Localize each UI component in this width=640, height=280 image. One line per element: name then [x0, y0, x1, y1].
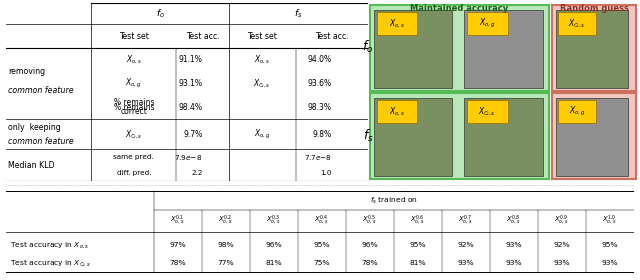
Text: 92%: 92% [554, 242, 570, 248]
FancyBboxPatch shape [370, 4, 549, 91]
Text: removing: removing [8, 67, 45, 76]
FancyBboxPatch shape [467, 12, 508, 35]
Text: 95%: 95% [602, 242, 618, 248]
Text: 9.7%: 9.7% [183, 130, 203, 139]
Text: Test accuracy in $X_{\varnothing,s}$: Test accuracy in $X_{\varnothing,s}$ [10, 258, 90, 268]
FancyBboxPatch shape [370, 93, 549, 179]
Text: $7.9e{-}8$: $7.9e{-}8$ [174, 153, 203, 162]
Text: 81%: 81% [266, 260, 282, 266]
Text: Test accuracy in $X_{o,s}$: Test accuracy in $X_{o,s}$ [10, 240, 89, 250]
Text: only  keeping: only keeping [8, 123, 61, 132]
Text: 95%: 95% [410, 242, 426, 248]
Text: $f_s$: $f_s$ [363, 128, 373, 144]
Text: 1.0: 1.0 [321, 170, 332, 176]
Text: 98.3%: 98.3% [308, 103, 332, 112]
FancyBboxPatch shape [552, 93, 636, 179]
Text: 81%: 81% [410, 260, 426, 266]
Text: $X_{\varnothing,s}$: $X_{\varnothing,s}$ [568, 17, 586, 30]
Text: $X_{\varnothing,s}$: $X_{\varnothing,s}$ [125, 128, 143, 141]
Text: $X_{o,s}^{0.4}$: $X_{o,s}^{0.4}$ [314, 214, 329, 227]
Text: 98%: 98% [218, 242, 234, 248]
Text: common feature: common feature [8, 137, 74, 146]
Text: 96%: 96% [362, 242, 378, 248]
Text: 93.1%: 93.1% [179, 79, 203, 88]
Text: $X_{\varnothing,s}$: $X_{\varnothing,s}$ [479, 105, 496, 118]
Text: Median KLD: Median KLD [8, 160, 55, 170]
Text: $X_{o,s}$: $X_{o,s}$ [254, 54, 270, 66]
Text: % remains: % remains [114, 99, 154, 108]
Text: $X_{o,g}$: $X_{o,g}$ [254, 128, 271, 141]
Text: $f_o$: $f_o$ [362, 39, 374, 55]
Text: 9.8%: 9.8% [313, 130, 332, 139]
FancyBboxPatch shape [376, 100, 417, 123]
Text: % remains: % remains [114, 103, 154, 112]
Text: 93%: 93% [506, 260, 522, 266]
Bar [464, 10, 543, 88]
Text: 2.2: 2.2 [191, 170, 203, 176]
Text: common feature: common feature [8, 86, 74, 95]
Text: 75%: 75% [314, 260, 330, 266]
Text: $X_{o,s}$: $X_{o,s}$ [389, 17, 405, 30]
Text: $X_{o,s}^{0.5}$: $X_{o,s}^{0.5}$ [362, 214, 377, 227]
Text: Test set: Test set [247, 32, 277, 41]
Text: $X_{o,s}^{0.1}$: $X_{o,s}^{0.1}$ [170, 214, 185, 227]
Text: $X_{o,g}$: $X_{o,g}$ [125, 77, 142, 90]
Text: $X_{o,s}^{0.9}$: $X_{o,s}^{0.9}$ [554, 214, 569, 227]
Text: $f_s$: $f_s$ [294, 7, 303, 20]
Text: 93%: 93% [602, 260, 618, 266]
Text: $X_{o,s}^{0.8}$: $X_{o,s}^{0.8}$ [506, 214, 521, 227]
Text: 97%: 97% [170, 242, 186, 248]
Text: $X_{o,s}^{0.7}$: $X_{o,s}^{0.7}$ [458, 214, 473, 227]
Text: Test set: Test set [119, 32, 149, 41]
Text: $X_{o,s}$: $X_{o,s}$ [389, 105, 405, 118]
Text: 78%: 78% [170, 260, 186, 266]
Text: same pred.: same pred. [113, 154, 154, 160]
Text: $X_{o,s}^{0.2}$: $X_{o,s}^{0.2}$ [218, 214, 233, 227]
Text: Maintained accuracy: Maintained accuracy [410, 4, 508, 13]
FancyBboxPatch shape [559, 12, 596, 35]
Text: 91.1%: 91.1% [179, 55, 203, 64]
Text: 78%: 78% [362, 260, 378, 266]
Text: 95%: 95% [314, 242, 330, 248]
Text: 98.4%: 98.4% [179, 103, 203, 112]
Text: $X_{o,s}$: $X_{o,s}$ [125, 54, 142, 66]
Text: $X_{o,g}$: $X_{o,g}$ [569, 105, 586, 118]
Text: 77%: 77% [218, 260, 234, 266]
Bar [374, 98, 452, 176]
Text: Test acc.: Test acc. [315, 32, 349, 41]
Text: $X_{\varnothing,s}$: $X_{\varnothing,s}$ [253, 78, 271, 90]
Text: $X_{o,g}$: $X_{o,g}$ [479, 17, 495, 30]
Bar [556, 98, 628, 176]
Text: Random guess: Random guess [560, 4, 628, 13]
Text: $X_{o,s}^{0.6}$: $X_{o,s}^{0.6}$ [410, 214, 425, 227]
Text: 93%: 93% [506, 242, 522, 248]
Bar [556, 10, 628, 88]
Text: Test acc.: Test acc. [186, 32, 220, 41]
Text: $7.7e{-}8$: $7.7e{-}8$ [304, 153, 332, 162]
Bar [374, 10, 452, 88]
FancyBboxPatch shape [552, 4, 636, 91]
Text: diff. pred.: diff. pred. [116, 170, 151, 176]
Text: $f_o$: $f_o$ [156, 7, 164, 20]
Text: 94.0%: 94.0% [308, 55, 332, 64]
FancyBboxPatch shape [559, 100, 596, 123]
Text: 96%: 96% [266, 242, 282, 248]
FancyBboxPatch shape [467, 100, 508, 123]
Text: 93%: 93% [554, 260, 570, 266]
Bar [464, 98, 543, 176]
Text: 92%: 92% [458, 242, 474, 248]
Text: $X_{o,s}^{0.3}$: $X_{o,s}^{0.3}$ [266, 214, 281, 227]
Text: $X_{o,s}^{1.0}$: $X_{o,s}^{1.0}$ [602, 214, 617, 227]
FancyBboxPatch shape [376, 12, 417, 35]
Text: 93.6%: 93.6% [308, 79, 332, 88]
Text: $f_s$ trained on: $f_s$ trained on [370, 195, 418, 206]
Text: 93%: 93% [458, 260, 474, 266]
Text: correct: correct [120, 107, 147, 116]
